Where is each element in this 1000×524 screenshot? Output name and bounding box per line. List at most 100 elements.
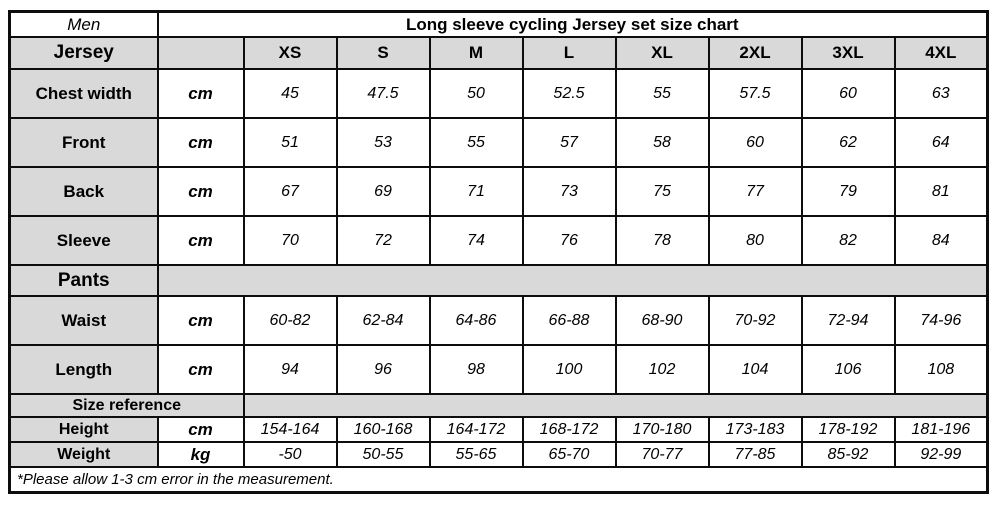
value-cell: 67 xyxy=(242,166,338,217)
value-cell: 53 xyxy=(335,117,431,168)
value-cell: 85-92 xyxy=(800,441,896,468)
row-label: Back xyxy=(8,166,159,217)
unit-cell: cm xyxy=(156,68,245,119)
value-cell: 181-196 xyxy=(893,416,989,443)
value-cell: 64-86 xyxy=(428,295,524,346)
section-label-jersey: Jersey xyxy=(8,36,159,70)
empty-unit-header-cell xyxy=(156,36,245,70)
value-cell: 51 xyxy=(242,117,338,168)
title-row: Men Long sleeve cycling Jersey set size … xyxy=(8,10,989,38)
size-chart-table: Men Long sleeve cycling Jersey set size … xyxy=(8,10,990,494)
section-label-size-reference: Size reference xyxy=(8,393,245,418)
jersey-header-row: Jersey XS S M L XL 2XL 3XL 4XL xyxy=(8,36,989,70)
value-cell: 66-88 xyxy=(521,295,617,346)
value-cell: 102 xyxy=(614,344,710,395)
value-cell: 62-84 xyxy=(335,295,431,346)
value-cell: 57 xyxy=(521,117,617,168)
value-cell: 72-94 xyxy=(800,295,896,346)
value-cell: 80 xyxy=(707,215,803,266)
table-row-height: Height cm 154-164 160-168 164-172 168-17… xyxy=(8,416,989,443)
value-cell: 45 xyxy=(242,68,338,119)
value-cell: 70-92 xyxy=(707,295,803,346)
footer-note-row: *Please allow 1-3 cm error in the measur… xyxy=(8,466,989,494)
value-cell: 77-85 xyxy=(707,441,803,468)
value-cell: 84 xyxy=(893,215,989,266)
value-cell: 50-55 xyxy=(335,441,431,468)
table-row-weight: Weight kg -50 50-55 55-65 65-70 70-77 77… xyxy=(8,441,989,468)
table-row-chest-width: Chest width cm 45 47.5 50 52.5 55 57.5 6… xyxy=(8,68,989,119)
value-cell: -50 xyxy=(242,441,338,468)
pants-header-spacer xyxy=(156,264,989,297)
section-label-pants: Pants xyxy=(8,264,159,297)
value-cell: 70 xyxy=(242,215,338,266)
value-cell: 77 xyxy=(707,166,803,217)
unit-cell: cm xyxy=(156,295,245,346)
value-cell: 58 xyxy=(614,117,710,168)
row-label: Sleeve xyxy=(8,215,159,266)
value-cell: 82 xyxy=(800,215,896,266)
value-cell: 96 xyxy=(335,344,431,395)
table-row-sleeve: Sleeve cm 70 72 74 76 78 80 82 84 xyxy=(8,215,989,266)
value-cell: 47.5 xyxy=(335,68,431,119)
pants-header-row: Pants xyxy=(8,264,989,297)
value-cell: 68-90 xyxy=(614,295,710,346)
value-cell: 81 xyxy=(893,166,989,217)
value-cell: 94 xyxy=(242,344,338,395)
value-cell: 50 xyxy=(428,68,524,119)
row-label: Front xyxy=(8,117,159,168)
value-cell: 164-172 xyxy=(428,416,524,443)
value-cell: 168-172 xyxy=(521,416,617,443)
value-cell: 64 xyxy=(893,117,989,168)
table-row-front: Front cm 51 53 55 57 58 60 62 64 xyxy=(8,117,989,168)
value-cell: 75 xyxy=(614,166,710,217)
unit-cell: cm xyxy=(156,117,245,168)
value-cell: 69 xyxy=(335,166,431,217)
value-cell: 57.5 xyxy=(707,68,803,119)
unit-cell: cm xyxy=(156,416,245,443)
value-cell: 73 xyxy=(521,166,617,217)
value-cell: 100 xyxy=(521,344,617,395)
unit-cell: kg xyxy=(156,441,245,468)
value-cell: 98 xyxy=(428,344,524,395)
value-cell: 55 xyxy=(428,117,524,168)
chart-title: Long sleeve cycling Jersey set size char… xyxy=(156,10,989,38)
size-reference-header-row: Size reference xyxy=(8,393,989,418)
size-header-3xl: 3XL xyxy=(800,36,896,70)
value-cell: 79 xyxy=(800,166,896,217)
gender-label: Men xyxy=(8,10,159,38)
unit-cell: cm xyxy=(156,344,245,395)
row-label: Weight xyxy=(8,441,159,468)
row-label: Chest width xyxy=(8,68,159,119)
value-cell: 76 xyxy=(521,215,617,266)
value-cell: 78 xyxy=(614,215,710,266)
unit-cell: cm xyxy=(156,166,245,217)
value-cell: 170-180 xyxy=(614,416,710,443)
value-cell: 52.5 xyxy=(521,68,617,119)
value-cell: 106 xyxy=(800,344,896,395)
unit-cell: cm xyxy=(156,215,245,266)
value-cell: 60 xyxy=(707,117,803,168)
value-cell: 154-164 xyxy=(242,416,338,443)
row-label: Height xyxy=(8,416,159,443)
value-cell: 74-96 xyxy=(893,295,989,346)
value-cell: 63 xyxy=(893,68,989,119)
value-cell: 55 xyxy=(614,68,710,119)
value-cell: 60 xyxy=(800,68,896,119)
value-cell: 55-65 xyxy=(428,441,524,468)
size-header-s: S xyxy=(335,36,431,70)
value-cell: 74 xyxy=(428,215,524,266)
row-label: Length xyxy=(8,344,159,395)
value-cell: 60-82 xyxy=(242,295,338,346)
value-cell: 178-192 xyxy=(800,416,896,443)
value-cell: 70-77 xyxy=(614,441,710,468)
size-reference-spacer xyxy=(242,393,989,418)
footer-note: *Please allow 1-3 cm error in the measur… xyxy=(8,466,989,494)
table-row-waist: Waist cm 60-82 62-84 64-86 66-88 68-90 7… xyxy=(8,295,989,346)
size-header-2xl: 2XL xyxy=(707,36,803,70)
table-row-back: Back cm 67 69 71 73 75 77 79 81 xyxy=(8,166,989,217)
value-cell: 108 xyxy=(893,344,989,395)
value-cell: 62 xyxy=(800,117,896,168)
value-cell: 173-183 xyxy=(707,416,803,443)
value-cell: 104 xyxy=(707,344,803,395)
